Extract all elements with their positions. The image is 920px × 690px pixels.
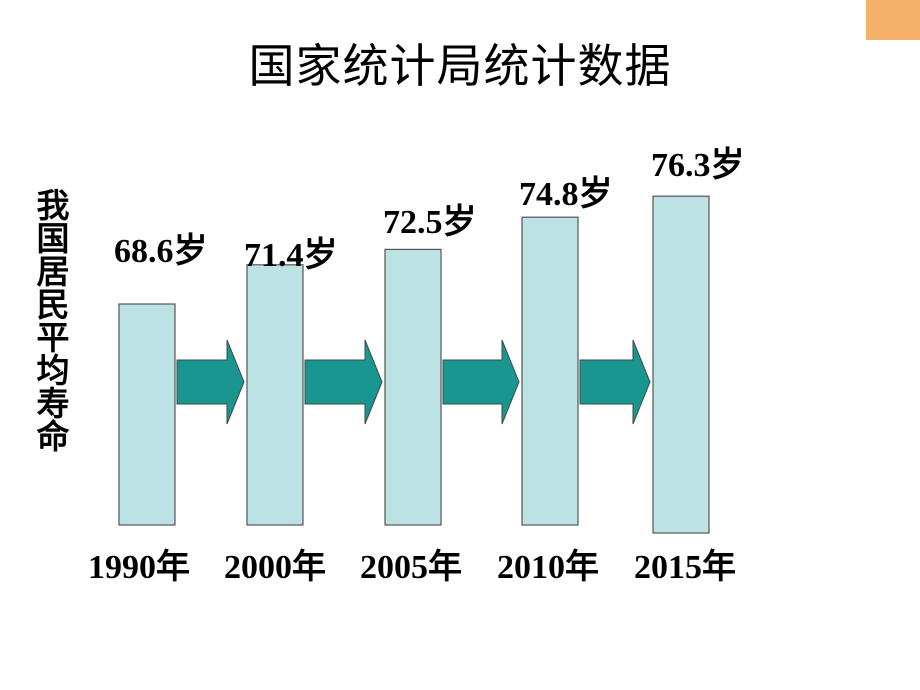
value-label-3: 72.5岁 bbox=[383, 203, 477, 241]
category-label-1: 1990年 bbox=[88, 548, 190, 586]
y-axis-label: 我国居民平均寿命 bbox=[31, 188, 70, 452]
value-label-5: 76.3岁 bbox=[651, 146, 745, 184]
category-label-2: 2000年 bbox=[224, 548, 326, 586]
arrow-2 bbox=[304, 339, 383, 425]
category-label-3: 2005年 bbox=[360, 548, 462, 586]
arrow-3 bbox=[442, 339, 520, 425]
category-label-5: 2015年 bbox=[634, 548, 736, 586]
arrow-4 bbox=[579, 339, 651, 425]
value-label-2: 71.4岁 bbox=[244, 236, 338, 274]
value-label-1: 68.6岁 bbox=[114, 232, 208, 270]
bar-2005年 bbox=[384, 248, 442, 526]
bar-1990年 bbox=[118, 303, 176, 526]
bar-2015年 bbox=[652, 195, 710, 534]
category-label-4: 2010年 bbox=[497, 548, 599, 586]
corner-accent bbox=[866, 0, 920, 40]
slide-title: 国家统计局统计数据 bbox=[248, 39, 672, 93]
value-label-4: 74.8岁 bbox=[519, 175, 613, 213]
bar-2010年 bbox=[521, 216, 579, 526]
arrow-1 bbox=[176, 339, 245, 425]
bar-2000年 bbox=[246, 264, 304, 526]
